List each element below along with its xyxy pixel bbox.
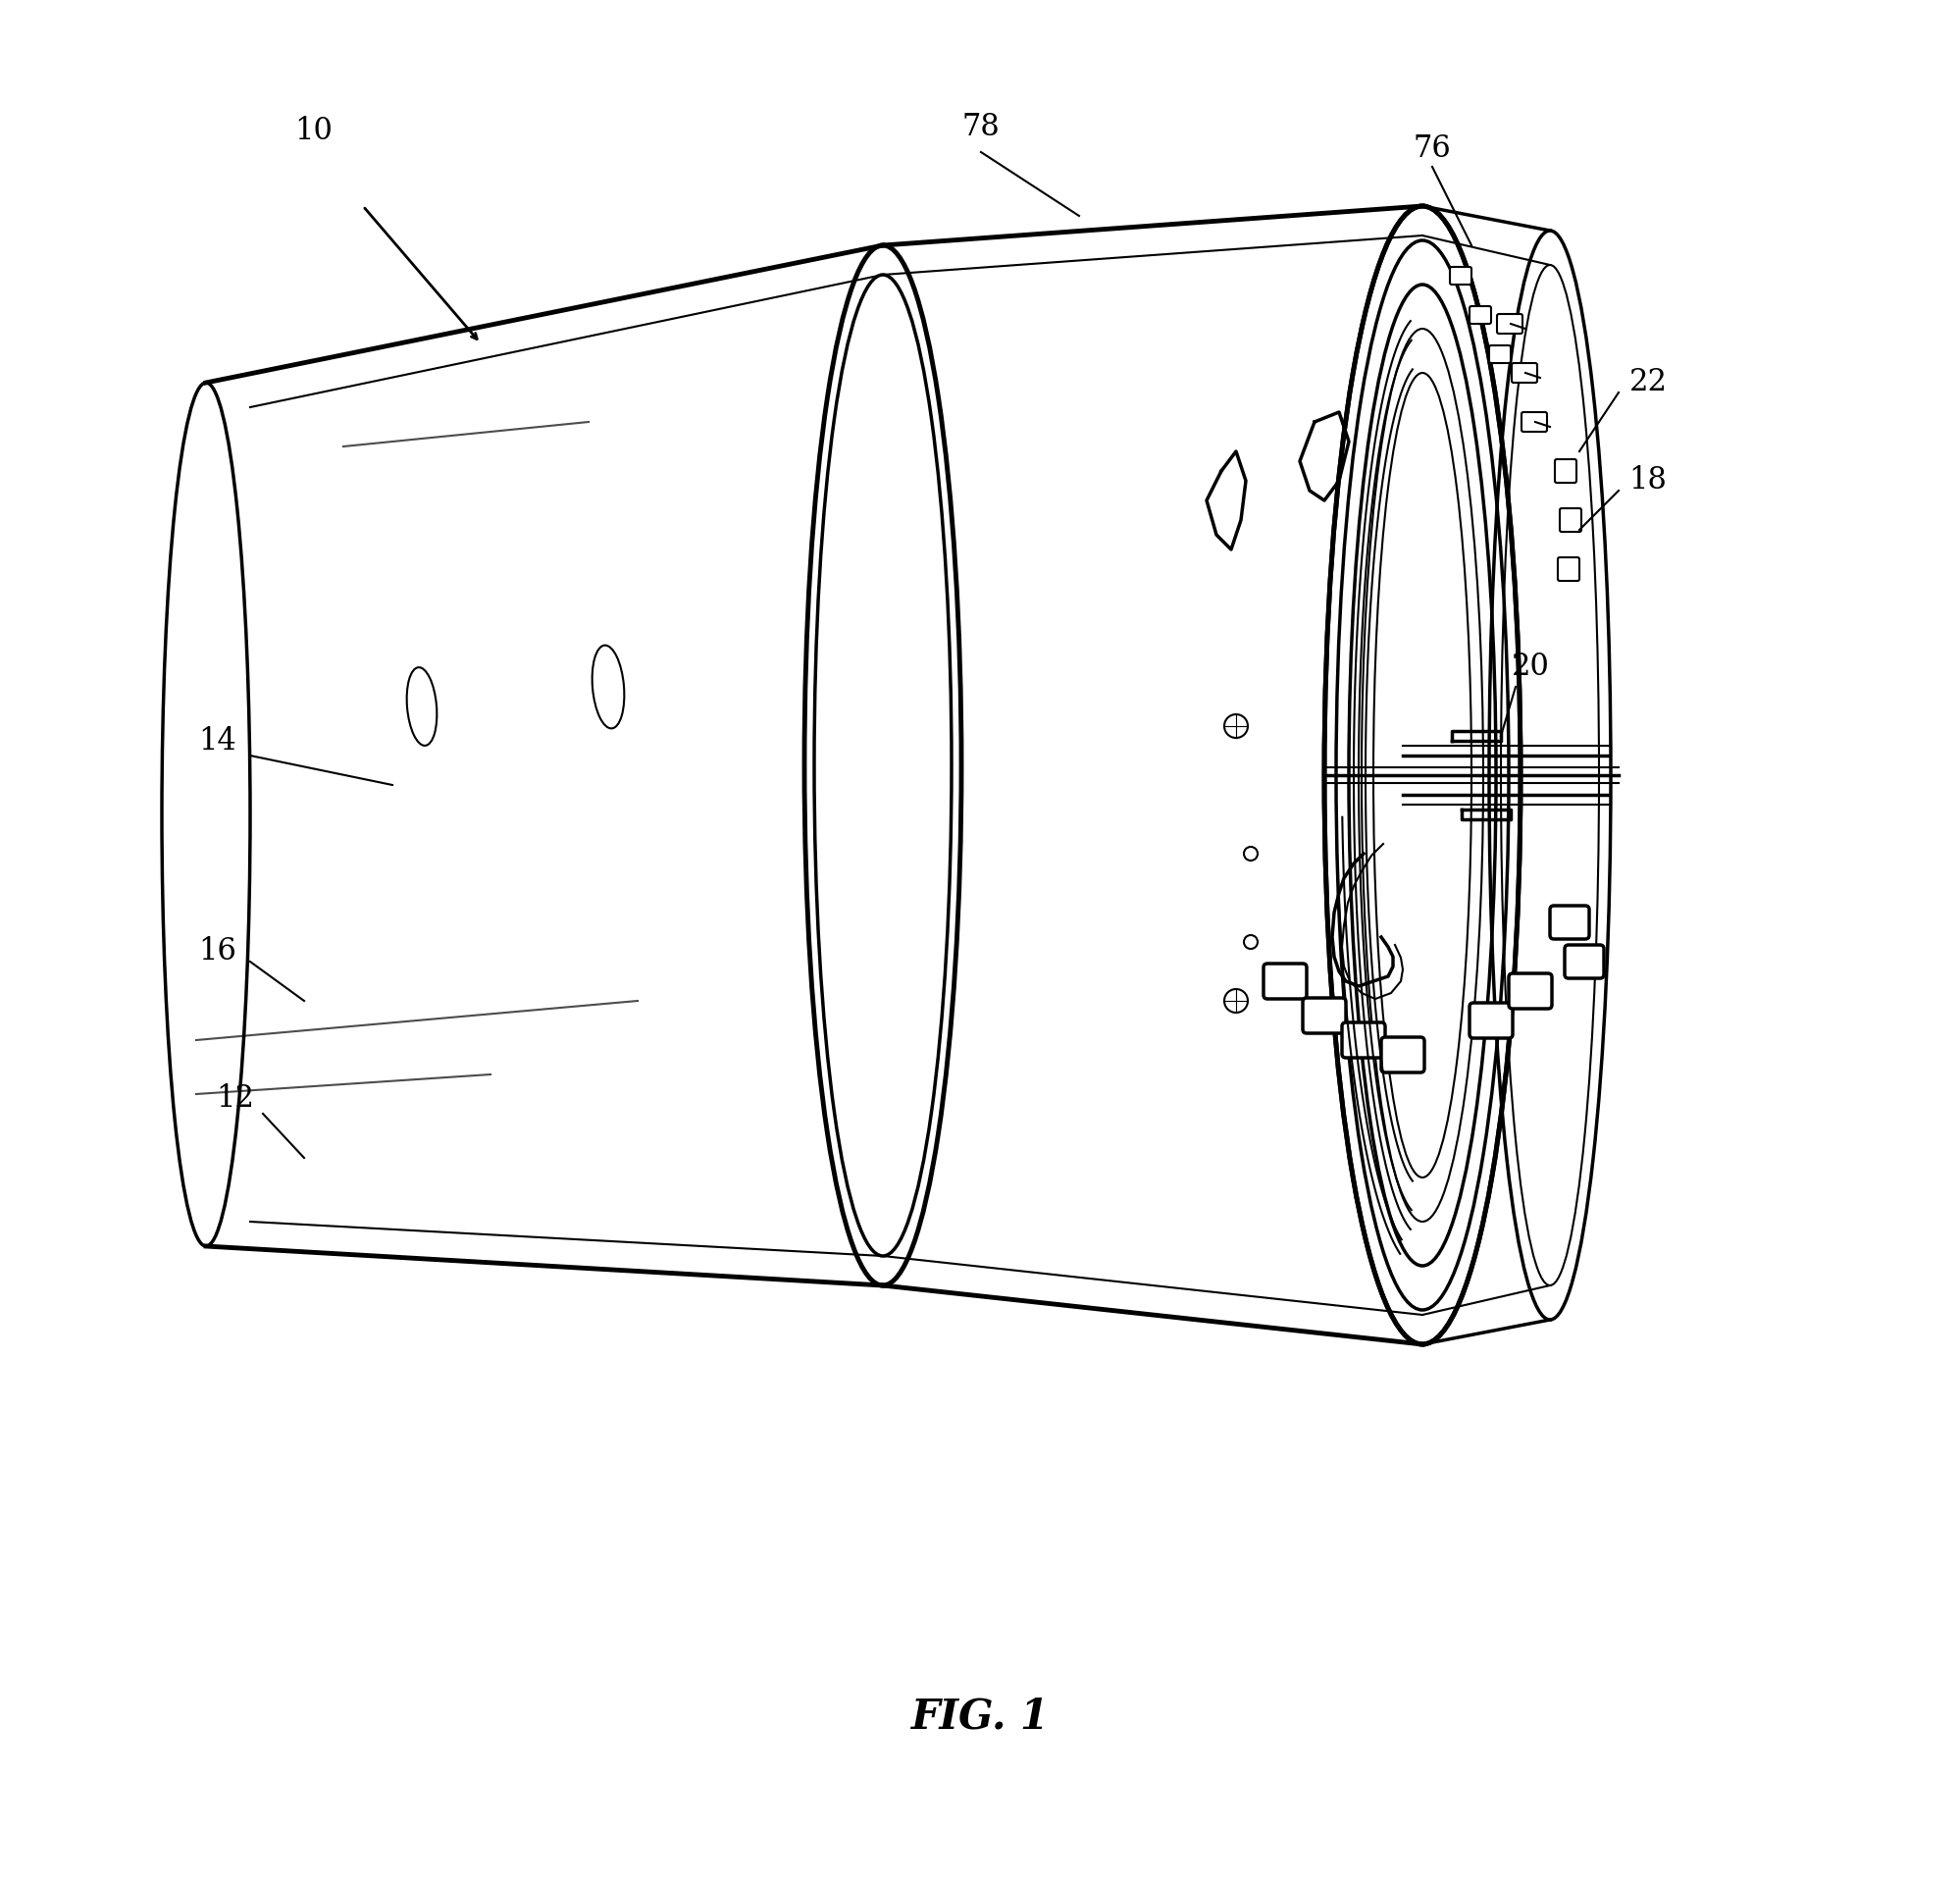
Text: 18: 18 bbox=[1629, 465, 1668, 497]
Text: 20: 20 bbox=[1511, 651, 1550, 683]
FancyBboxPatch shape bbox=[1470, 307, 1492, 324]
FancyBboxPatch shape bbox=[1264, 964, 1307, 999]
FancyBboxPatch shape bbox=[1554, 459, 1576, 484]
FancyBboxPatch shape bbox=[1343, 1022, 1386, 1058]
Text: 78: 78 bbox=[962, 113, 1000, 143]
Text: FIG. 1: FIG. 1 bbox=[911, 1696, 1049, 1737]
FancyBboxPatch shape bbox=[1303, 997, 1347, 1033]
FancyBboxPatch shape bbox=[1509, 973, 1552, 1009]
Text: 12: 12 bbox=[216, 1084, 255, 1114]
Text: 10: 10 bbox=[294, 115, 333, 145]
FancyBboxPatch shape bbox=[1564, 945, 1603, 979]
FancyBboxPatch shape bbox=[1560, 508, 1582, 533]
FancyBboxPatch shape bbox=[1497, 314, 1523, 333]
FancyBboxPatch shape bbox=[1450, 267, 1472, 284]
FancyBboxPatch shape bbox=[1470, 1003, 1513, 1039]
FancyBboxPatch shape bbox=[1521, 412, 1546, 431]
FancyBboxPatch shape bbox=[1382, 1037, 1425, 1073]
Text: 22: 22 bbox=[1629, 367, 1668, 397]
Text: 16: 16 bbox=[198, 937, 237, 967]
FancyBboxPatch shape bbox=[1550, 905, 1590, 939]
FancyBboxPatch shape bbox=[1558, 557, 1580, 582]
Text: 76: 76 bbox=[1413, 134, 1450, 164]
FancyBboxPatch shape bbox=[1511, 363, 1537, 382]
FancyBboxPatch shape bbox=[1490, 346, 1511, 363]
Text: 14: 14 bbox=[198, 726, 237, 757]
